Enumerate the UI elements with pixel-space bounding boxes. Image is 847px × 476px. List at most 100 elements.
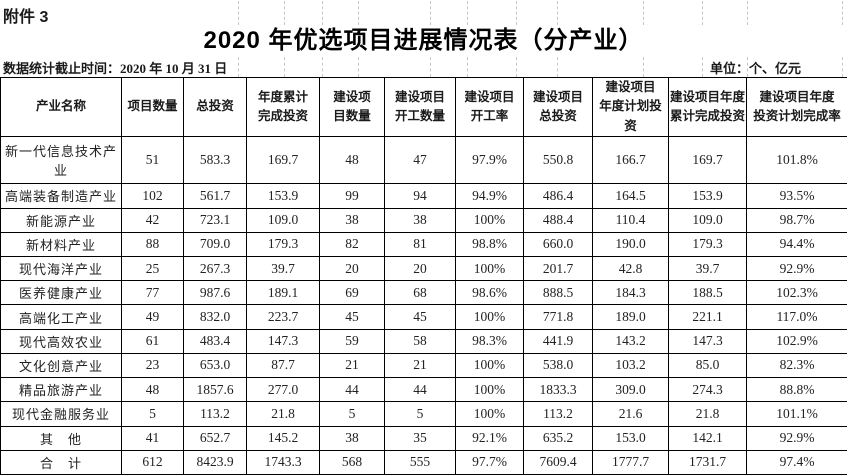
- value-cell: 87.7: [246, 352, 320, 379]
- value-cell: 92.9%: [746, 425, 847, 451]
- value-cell: 832.0: [183, 304, 247, 330]
- value-cell: 39.7: [668, 255, 747, 282]
- value-cell: 103.2: [592, 352, 669, 379]
- value-cell: 42: [121, 207, 184, 233]
- table-row: 精品旅游产业 48 1857.6 277.0 44 44 100% 1833.3 309.0 27…: [0, 377, 847, 403]
- value-cell: 5: [121, 401, 184, 427]
- industry-name-cell: 高端化工产业: [0, 304, 122, 330]
- value-cell: 100%: [455, 304, 524, 330]
- value-cell: 20: [319, 255, 385, 282]
- table-row: 高端装备制造产业 102 561.7 153.9 99 94 94.9% 486.4 164.5…: [0, 183, 847, 209]
- background-gridline: [238, 57, 239, 77]
- value-cell: 41: [121, 425, 184, 451]
- value-cell: 555: [384, 449, 456, 476]
- value-cell: 888.5: [523, 280, 593, 306]
- value-cell: 109.0: [246, 207, 320, 233]
- industry-name-cell: 新材料产业: [0, 231, 122, 258]
- value-cell: 102.3%: [746, 280, 847, 306]
- value-cell: 190.0: [592, 231, 669, 258]
- value-cell: 143.2: [592, 328, 669, 354]
- background-gridline: [430, 57, 431, 77]
- column-header-4: 年度累计 完成投资: [246, 76, 320, 138]
- value-cell: 82: [319, 231, 385, 258]
- background-gridline: [702, 1, 703, 25]
- value-cell: 44: [319, 377, 385, 403]
- value-cell: 274.3: [668, 377, 747, 403]
- value-cell: 179.3: [668, 231, 747, 258]
- total-row: 合 计 612 8423.9 1743.3 568 555 97.7% 7609.4 1777.…: [0, 449, 847, 476]
- value-cell: 35: [384, 425, 456, 451]
- value-cell: 147.3: [246, 328, 320, 354]
- value-cell: 48: [319, 136, 385, 185]
- value-cell: 69: [319, 280, 385, 306]
- value-cell: 100%: [455, 377, 524, 403]
- table-row: 现代高效农业 61 483.4 147.3 59 58 98.3% 441.9 143.2 147…: [0, 328, 847, 354]
- background-gridline: [557, 57, 558, 77]
- value-cell: 92.1%: [455, 425, 524, 451]
- background-gridline: [467, 57, 468, 77]
- value-cell: 771.8: [523, 304, 593, 330]
- value-cell: 1743.3: [246, 449, 320, 476]
- background-gridline: [557, 1, 558, 25]
- value-cell: 94.9%: [455, 183, 524, 209]
- value-cell: 189.0: [592, 304, 669, 330]
- value-cell: 97.7%: [455, 449, 524, 476]
- value-cell: 100%: [455, 401, 524, 427]
- value-cell: 101.8%: [746, 136, 847, 185]
- value-cell: 486.4: [523, 183, 593, 209]
- value-cell: 488.4: [523, 207, 593, 233]
- value-cell: 153.9: [668, 183, 747, 209]
- background-gridline: [842, 57, 843, 77]
- value-cell: 109.0: [668, 207, 747, 233]
- background-gridline: [643, 57, 644, 77]
- value-cell: 652.7: [183, 425, 247, 451]
- industry-name-cell: 新能源产业: [0, 207, 122, 233]
- background-gridline: [322, 1, 323, 25]
- value-cell: 88.8%: [746, 377, 847, 403]
- value-cell: 38: [319, 207, 385, 233]
- value-cell: 568: [319, 449, 385, 476]
- industry-name-cell: 精品旅游产业: [0, 377, 122, 403]
- column-header-2: 项目数量: [121, 76, 184, 138]
- value-cell: 987.6: [183, 280, 247, 306]
- table-row: 新一代信息技术产业 51 583.3 169.7 48 47 97.9% 550.8 166.7…: [0, 136, 847, 185]
- value-cell: 77: [121, 280, 184, 306]
- unit-note: 单位：个、亿元: [709, 61, 801, 76]
- value-cell: 110.4: [592, 207, 669, 233]
- value-cell: 583.3: [183, 136, 247, 185]
- value-cell: 85.0: [668, 352, 747, 379]
- background-gridline: [516, 1, 517, 25]
- value-cell: 612: [121, 449, 184, 476]
- value-cell: 94.4%: [746, 231, 847, 258]
- industry-name-cell: 现代海洋产业: [0, 255, 122, 282]
- value-cell: 709.0: [183, 231, 247, 258]
- background-gridline: [643, 1, 644, 25]
- value-cell: 97.9%: [455, 136, 524, 185]
- value-cell: 100%: [455, 255, 524, 282]
- background-gridline: [358, 1, 359, 25]
- value-cell: 81: [384, 231, 456, 258]
- table-row: 现代金融服务业 5 113.2 21.8 5 5 100% 113.2 21.6 21.8 101.…: [0, 401, 847, 427]
- value-cell: 169.7: [246, 136, 320, 185]
- value-cell: 1857.6: [183, 377, 247, 403]
- value-cell: 42.8: [592, 255, 669, 282]
- value-cell: 21.8: [246, 401, 320, 427]
- industry-name-cell: 高端装备制造产业: [0, 183, 122, 209]
- value-cell: 102: [121, 183, 184, 209]
- value-cell: 44: [384, 377, 456, 403]
- industry-name-cell: 现代金融服务业: [0, 401, 122, 427]
- industry-name-cell: 新一代信息技术产业: [0, 136, 122, 185]
- value-cell: 660.0: [523, 231, 593, 258]
- background-gridline: [284, 1, 285, 25]
- background-gridline: [747, 1, 748, 25]
- value-cell: 100%: [455, 207, 524, 233]
- meta-row: 数据统计截止时间：2020 年 10 月 31 日 单位：个、亿元: [0, 58, 847, 77]
- value-cell: 117.0%: [746, 304, 847, 330]
- value-cell: 21: [319, 352, 385, 379]
- table-row: 现代海洋产业 25 267.3 39.7 20 20 100% 201.7 42.8 39.7 92…: [0, 255, 847, 282]
- column-header-8: 建设项目 总投资: [523, 76, 593, 138]
- value-cell: 113.2: [523, 401, 593, 427]
- value-cell: 309.0: [592, 377, 669, 403]
- background-gridline: [467, 1, 468, 25]
- value-cell: 550.8: [523, 136, 593, 185]
